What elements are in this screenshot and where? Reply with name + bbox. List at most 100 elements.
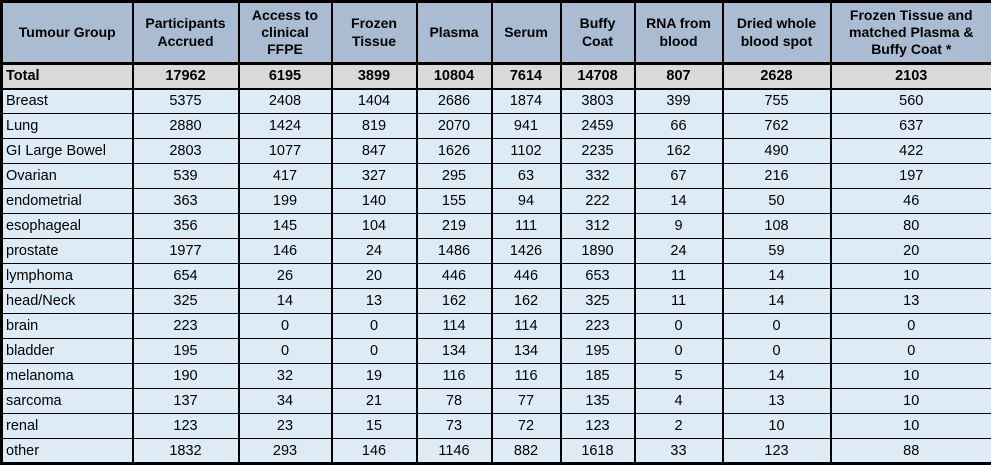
cell-value: 21	[330, 388, 418, 414]
table-row-sarcoma: sarcoma 137 34 21 78 77 135 4 13 10	[0, 388, 991, 414]
column-header-serum: Serum	[490, 1, 562, 65]
cell-value: 0	[633, 313, 724, 339]
cell-value: 1890	[559, 238, 636, 264]
cell-value: 312	[559, 213, 636, 239]
cell-value: 399	[633, 88, 724, 114]
cell-value: 135	[559, 388, 636, 414]
cell-value: 10	[829, 363, 991, 389]
cell-value: 185	[559, 363, 636, 389]
total-row: Total 17962 6195 3899 10804 7614 14708 807 2628 2…	[0, 63, 991, 90]
cell-value: 0	[721, 313, 832, 339]
cell-value: 20	[829, 238, 991, 264]
cell-value: 195	[559, 338, 636, 364]
cell-value: 332	[559, 163, 636, 189]
cell-value: 162	[490, 288, 562, 314]
cell-value: 637	[829, 113, 991, 139]
cell-value: 223	[559, 313, 636, 339]
table-row-other: other 1832 293 146 1146 882 1618 33 123 88	[0, 438, 991, 464]
cell-value: 762	[721, 113, 832, 139]
cell-value: 0	[721, 338, 832, 364]
cell-value: 11	[633, 263, 724, 289]
cell-value: 5375	[131, 88, 240, 114]
cell-value: 80	[829, 213, 991, 239]
cell-value: 327	[330, 163, 418, 189]
cell-value: 5	[633, 363, 724, 389]
cell-value: 32	[237, 363, 333, 389]
cell-value: 108	[721, 213, 832, 239]
cell-value: 6195	[237, 63, 333, 90]
row-label: head/Neck	[0, 288, 134, 314]
row-label: melanoma	[0, 363, 134, 389]
cell-value: 755	[721, 88, 832, 114]
row-label: endometrial	[0, 188, 134, 214]
row-label: prostate	[0, 238, 134, 264]
cell-value: 14	[721, 263, 832, 289]
cell-value: 1618	[559, 438, 636, 464]
cell-value: 13	[330, 288, 418, 314]
cell-value: 10	[829, 413, 991, 439]
cell-value: 1626	[415, 138, 493, 164]
cell-value: 882	[490, 438, 562, 464]
cell-value: 14	[721, 288, 832, 314]
table-row-prostate: prostate 1977 146 24 1486 1426 1890 24 59 20	[0, 238, 991, 264]
cell-value: 199	[237, 188, 333, 214]
cell-value: 104	[330, 213, 418, 239]
table-row-brain: brain 223 0 0 114 114 223 0 0 0	[0, 313, 991, 339]
cell-value: 1486	[415, 238, 493, 264]
column-header-frozen-tissue: Frozen Tissue	[330, 1, 418, 65]
cell-value: 819	[330, 113, 418, 139]
cell-value: 807	[633, 63, 724, 90]
row-label: Ovarian	[0, 163, 134, 189]
cell-value: 293	[237, 438, 333, 464]
cell-value: 17962	[131, 63, 240, 90]
cell-value: 10	[829, 388, 991, 414]
cell-value: 94	[490, 188, 562, 214]
cell-value: 0	[330, 313, 418, 339]
cell-value: 50	[721, 188, 832, 214]
cell-value: 2070	[415, 113, 493, 139]
cell-value: 146	[237, 238, 333, 264]
cell-value: 23	[237, 413, 333, 439]
column-header-access-to-clinical-ffpe: Access to clinical FFPE	[237, 1, 333, 65]
cell-value: 2	[633, 413, 724, 439]
cell-value: 9	[633, 213, 724, 239]
cell-value: 14708	[559, 63, 636, 90]
table-row-gi-large-bowel: GI Large Bowel 2803 1077 847 1626 1102 2235 162…	[0, 138, 991, 164]
table-row-head-neck: head/Neck 325 14 13 162 162 325 11 14 13	[0, 288, 991, 314]
cell-value: 653	[559, 263, 636, 289]
cell-value: 13	[829, 288, 991, 314]
table-row-melanoma: melanoma 190 32 19 116 116 185 5 14 10	[0, 363, 991, 389]
cell-value: 26	[237, 263, 333, 289]
cell-value: 73	[415, 413, 493, 439]
table-row-lymphoma: lymphoma 654 26 20 446 446 653 11 14 10	[0, 263, 991, 289]
cell-value: 1424	[237, 113, 333, 139]
cell-value: 0	[237, 338, 333, 364]
cell-value: 223	[131, 313, 240, 339]
cell-value: 3803	[559, 88, 636, 114]
cell-value: 67	[633, 163, 724, 189]
cell-value: 146	[330, 438, 418, 464]
cell-value: 78	[415, 388, 493, 414]
cell-value: 325	[559, 288, 636, 314]
cell-value: 111	[490, 213, 562, 239]
cell-value: 417	[237, 163, 333, 189]
cell-value: 14	[721, 363, 832, 389]
cell-value: 0	[829, 313, 991, 339]
cell-value: 4	[633, 388, 724, 414]
column-header-rna-from-blood: RNA from blood	[633, 1, 724, 65]
cell-value: 560	[829, 88, 991, 114]
row-label: GI Large Bowel	[0, 138, 134, 164]
cell-value: 77	[490, 388, 562, 414]
row-label: other	[0, 438, 134, 464]
cell-value: 1977	[131, 238, 240, 264]
row-label: bladder	[0, 338, 134, 364]
cell-value: 162	[633, 138, 724, 164]
cell-value: 123	[559, 413, 636, 439]
cell-value: 123	[721, 438, 832, 464]
table-row-esophageal: esophageal 356 145 104 219 111 312 9 108 80	[0, 213, 991, 239]
cell-value: 46	[829, 188, 991, 214]
cell-value: 216	[721, 163, 832, 189]
cell-value: 114	[490, 313, 562, 339]
row-label: Total	[0, 63, 134, 90]
cell-value: 2686	[415, 88, 493, 114]
